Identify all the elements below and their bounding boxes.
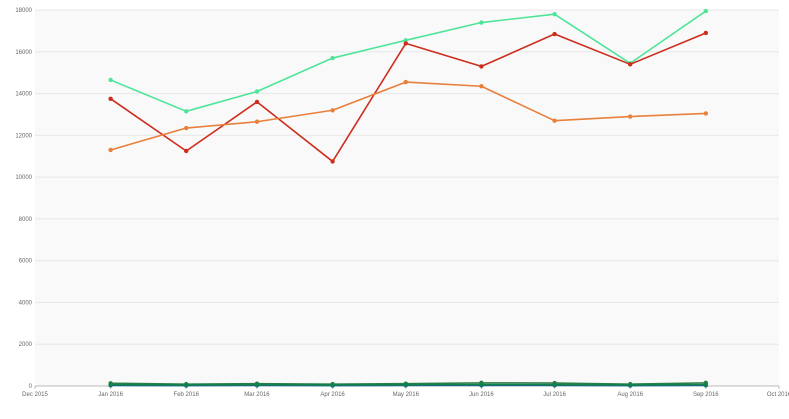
x-tick-label: Aug 2016 <box>617 392 643 398</box>
data-point[interactable] <box>628 383 632 387</box>
data-point[interactable] <box>108 148 112 152</box>
y-tick-label: 12000 <box>15 133 32 139</box>
data-point[interactable] <box>479 20 483 24</box>
x-tick-label: Feb 2016 <box>174 392 200 398</box>
data-point[interactable] <box>255 100 259 104</box>
y-tick-label: 16000 <box>15 50 32 56</box>
x-tick-label: Dec 2015 <box>22 392 48 398</box>
y-tick-label: 4000 <box>19 300 33 306</box>
x-tick-label: Apr 2016 <box>320 392 345 398</box>
y-tick-label: 0 <box>29 384 33 390</box>
data-point[interactable] <box>704 31 708 35</box>
data-point[interactable] <box>184 383 188 387</box>
data-point[interactable] <box>479 64 483 68</box>
data-point[interactable] <box>628 62 632 66</box>
x-tick-label: Jan 2016 <box>98 392 123 398</box>
data-point[interactable] <box>184 109 188 113</box>
data-point[interactable] <box>552 32 556 36</box>
data-point[interactable] <box>704 9 708 13</box>
data-point[interactable] <box>704 111 708 115</box>
data-point[interactable] <box>255 120 259 124</box>
data-point[interactable] <box>479 382 483 386</box>
y-tick-label: 18000 <box>15 8 32 14</box>
x-tick-label: Jul 2016 <box>543 392 566 398</box>
y-tick-label: 6000 <box>19 259 33 265</box>
y-tick-label: 2000 <box>19 342 33 348</box>
data-point[interactable] <box>479 84 483 88</box>
data-point[interactable] <box>404 41 408 45</box>
data-point[interactable] <box>404 383 408 387</box>
data-point[interactable] <box>704 382 708 386</box>
x-tick-label: Jun 2016 <box>469 392 494 398</box>
data-point[interactable] <box>330 56 334 60</box>
data-point[interactable] <box>184 149 188 153</box>
data-point[interactable] <box>184 126 188 130</box>
data-point[interactable] <box>255 89 259 93</box>
data-point[interactable] <box>108 78 112 82</box>
data-point[interactable] <box>108 97 112 101</box>
data-point[interactable] <box>552 383 556 387</box>
y-tick-label: 8000 <box>19 217 33 223</box>
x-tick-label: Mar 2016 <box>244 392 270 398</box>
y-tick-label: 10000 <box>15 175 32 181</box>
data-point[interactable] <box>552 12 556 16</box>
data-point[interactable] <box>404 80 408 84</box>
data-point[interactable] <box>330 159 334 163</box>
data-point[interactable] <box>255 383 259 387</box>
data-point[interactable] <box>330 108 334 112</box>
data-point[interactable] <box>628 114 632 118</box>
x-tick-label: May 2016 <box>393 392 420 398</box>
y-tick-label: 14000 <box>15 92 32 98</box>
x-tick-label: Sep 2016 <box>693 392 719 398</box>
data-point[interactable] <box>108 383 112 387</box>
plot-background <box>35 10 779 386</box>
x-tick-label: Oct 2016 <box>767 392 789 398</box>
data-point[interactable] <box>552 119 556 123</box>
data-point[interactable] <box>330 383 334 387</box>
